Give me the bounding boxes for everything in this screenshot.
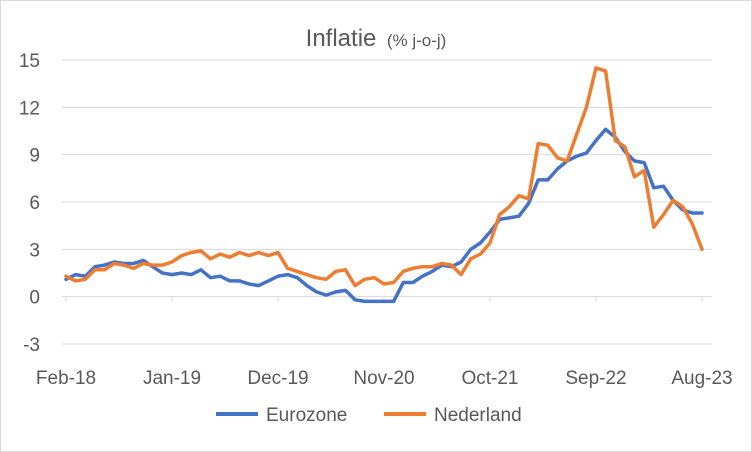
legend: Eurozone Nederland (216, 405, 522, 426)
y-tick-label: 15 (19, 51, 40, 72)
y-axis-ticks: -3 0 3 6 9 12 15 (19, 51, 40, 356)
series-lines (64, 66, 704, 304)
y-tick-label: 12 (19, 98, 40, 119)
x-tick-label: Nov-20 (353, 368, 414, 389)
y-tick-label: 9 (29, 146, 40, 167)
chart-title-sub: (% j-o-j) (387, 31, 447, 50)
series-line-nederland (64, 66, 704, 288)
legend-label-nederland: Nederland (434, 405, 522, 426)
x-tick-label: Sep-22 (565, 368, 626, 389)
legend-label-eurozone: Eurozone (266, 405, 347, 426)
x-tick-label: Dec-19 (247, 368, 308, 389)
chart-title: Inflatie (% j-o-j) (306, 25, 447, 52)
x-tick-label: Oct-21 (461, 368, 518, 389)
gridlines (62, 59, 712, 345)
series-line-eurozone (64, 127, 704, 304)
y-tick-label: 3 (29, 240, 40, 261)
chart-title-main: Inflatie (306, 25, 377, 52)
x-tick-label: Aug-23 (671, 368, 732, 389)
x-tick-label: Jan-19 (143, 368, 201, 389)
y-tick-label: 0 (29, 288, 40, 309)
x-axis-ticks: Feb-18 Jan-19 Dec-19 Nov-20 Oct-21 Sep-22 Aug-… (36, 296, 733, 389)
y-tick-label: -3 (23, 335, 40, 356)
y-tick-label: 6 (29, 193, 40, 214)
x-tick-label: Feb-18 (36, 368, 96, 389)
